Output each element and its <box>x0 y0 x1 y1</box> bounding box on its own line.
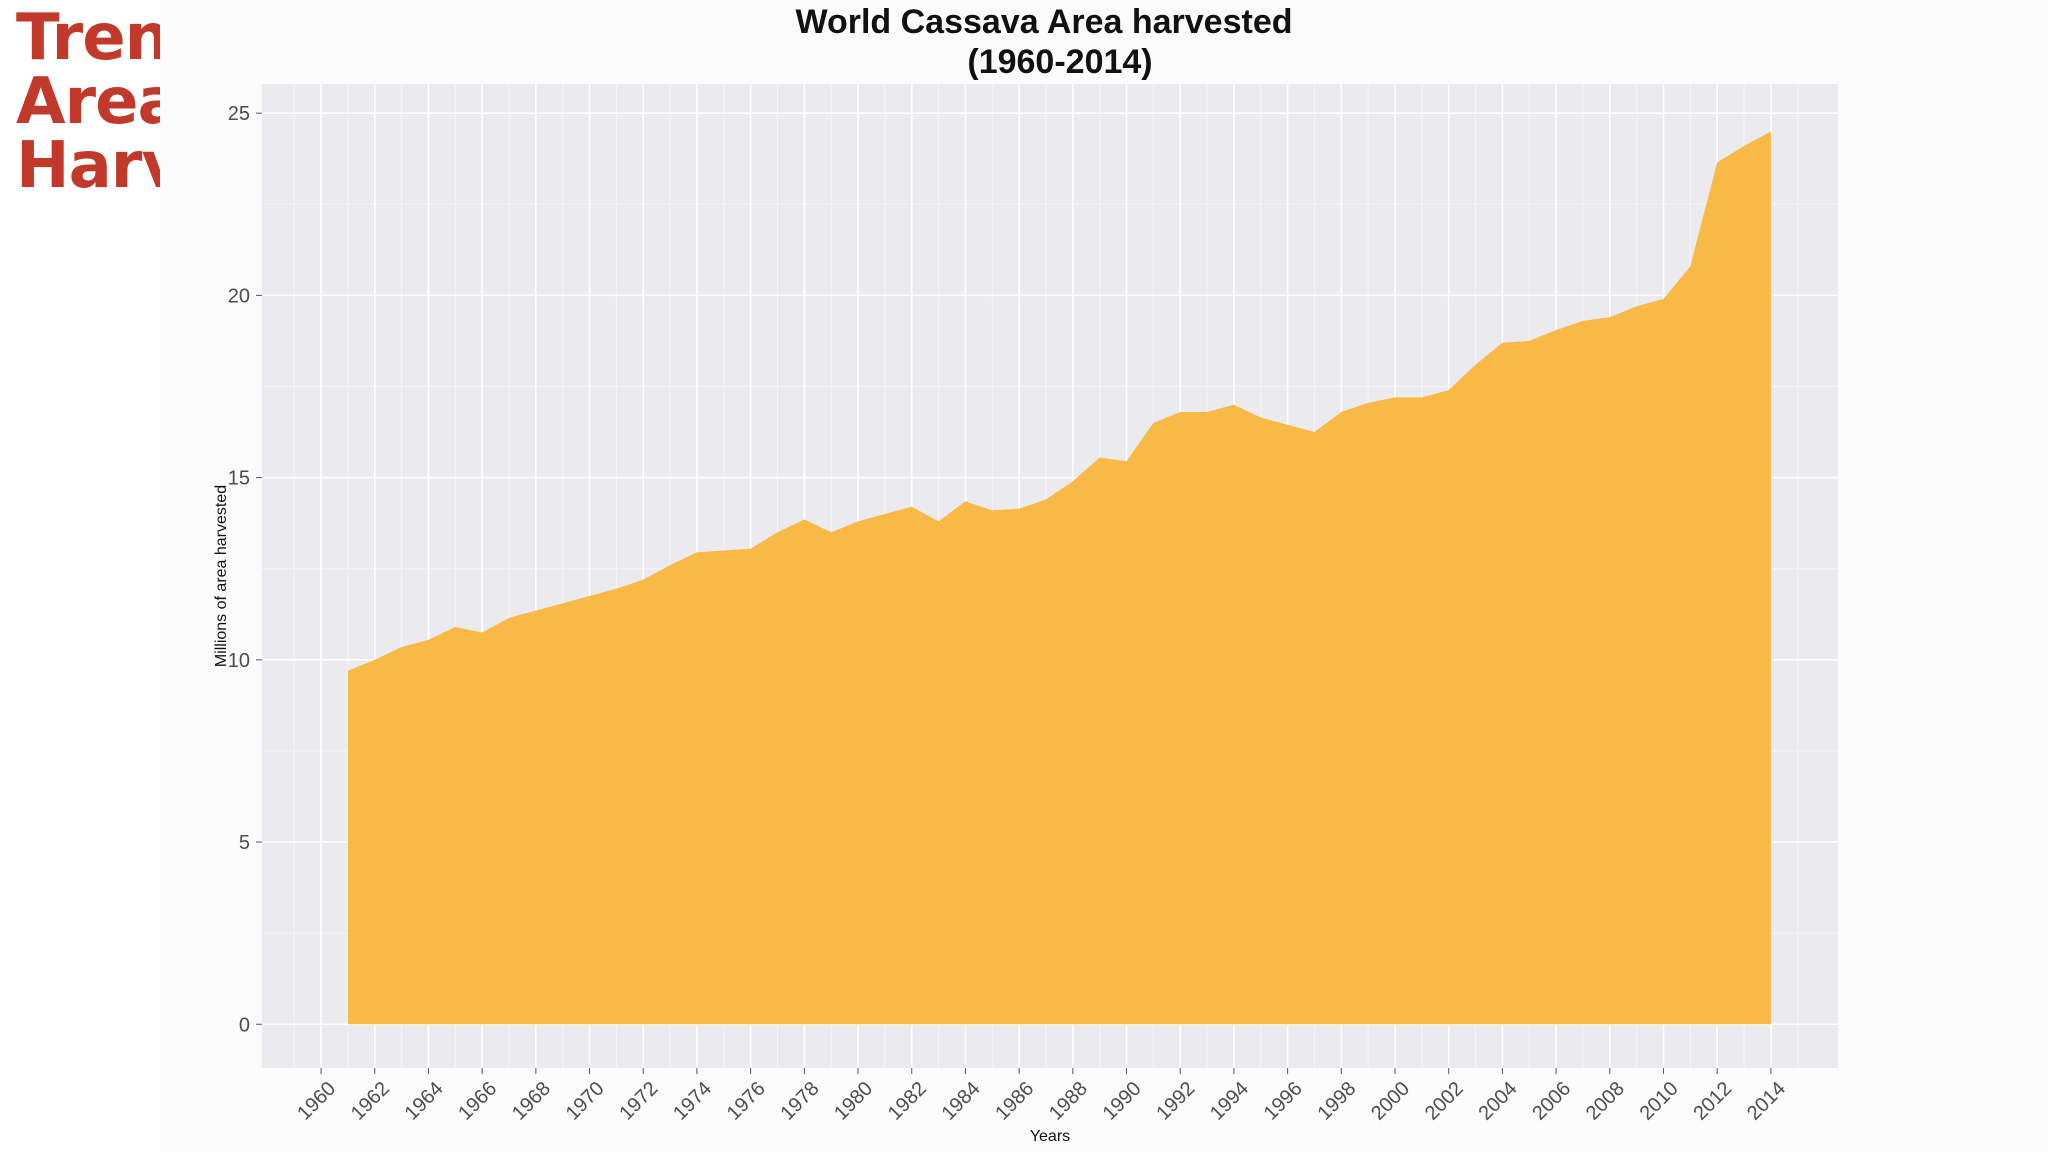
x-tick-label: 2002 <box>1421 1078 1468 1125</box>
x-tick-label: 1980 <box>830 1078 877 1125</box>
x-tick-label: 2004 <box>1475 1078 1522 1125</box>
x-tick-label: 1998 <box>1313 1078 1360 1125</box>
y-tick-label: 20 <box>228 285 250 307</box>
x-tick-label: 1992 <box>1152 1078 1199 1125</box>
x-tick-label: 1962 <box>347 1078 394 1125</box>
y-tick-label: 15 <box>228 468 250 490</box>
area-series <box>347 131 1771 1025</box>
x-tick-label: 1972 <box>615 1078 662 1125</box>
x-tick-label: 2012 <box>1689 1078 1736 1125</box>
x-tick-label: 1984 <box>938 1078 985 1125</box>
x-tick-label: 1978 <box>776 1078 823 1125</box>
x-tick-label: 1968 <box>508 1078 555 1125</box>
x-tick-label: 1988 <box>1045 1078 1092 1125</box>
y-tick-label: 25 <box>228 103 250 125</box>
chart-title: World Cassava Area harvested <box>795 3 1292 41</box>
x-tick-label: 1976 <box>723 1078 770 1125</box>
slide-title-line-2: Area <box>16 65 181 139</box>
x-tick-label: 1974 <box>669 1078 716 1125</box>
x-tick-label: 2000 <box>1367 1078 1414 1125</box>
x-tick-label: 2008 <box>1582 1078 1629 1125</box>
x-tick-label: 2006 <box>1528 1078 1575 1125</box>
x-tick-label: 1982 <box>884 1078 931 1125</box>
x-axis-label: Years <box>1030 1128 1070 1145</box>
x-axis-ticks: 1960 1962 1964 1966 1968 1970 1972 1974 1976 1978… <box>293 1068 1790 1125</box>
x-tick-label: 1960 <box>293 1078 340 1125</box>
x-tick-label: 2014 <box>1743 1078 1790 1125</box>
chart-subtitle: (1960-2014) <box>967 43 1152 81</box>
x-tick-label: 1996 <box>1260 1078 1307 1125</box>
y-tick-label: 0 <box>239 1014 250 1036</box>
x-tick-label: 2010 <box>1636 1078 1683 1125</box>
x-tick-label: 1994 <box>1206 1078 1253 1125</box>
y-axis-label: Millions of area harvested <box>213 485 230 667</box>
x-tick-label: 1990 <box>1099 1078 1146 1125</box>
y-axis-ticks: 0 5 10 15 20 25 <box>228 103 262 1036</box>
y-tick-label: 10 <box>228 650 250 672</box>
x-tick-label: 1964 <box>401 1078 448 1125</box>
y-tick-label: 5 <box>239 832 250 854</box>
x-tick-label: 1986 <box>991 1078 1038 1125</box>
x-tick-label: 1966 <box>454 1078 501 1125</box>
x-tick-label: 1970 <box>562 1078 609 1125</box>
